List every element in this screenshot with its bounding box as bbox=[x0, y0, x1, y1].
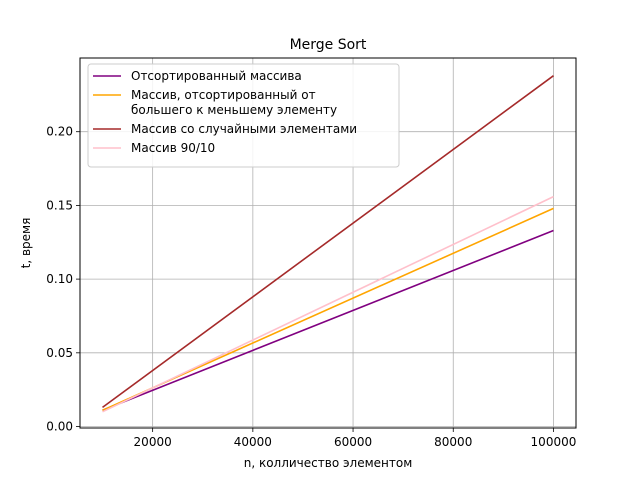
legend: Отсортированный массива Массив, отсортиро… bbox=[87, 63, 400, 168]
y-tick-label: 0.15 bbox=[46, 198, 73, 212]
legend-label: Массив 90/10 bbox=[131, 141, 215, 155]
x-tick-label: 60000 bbox=[334, 435, 372, 449]
x-tick-label: 40000 bbox=[234, 435, 272, 449]
legend-entry-3: Массив со случайными элементами bbox=[93, 122, 357, 136]
series-line-4 bbox=[102, 195, 554, 413]
legend-entry-1: Отсортированный массива bbox=[93, 69, 302, 83]
y-tick-label: 0.00 bbox=[46, 420, 73, 434]
legend-label: Массив со случайными элементами bbox=[131, 122, 357, 136]
legend-entry-4: Массив 90/10 bbox=[93, 141, 215, 155]
chart-title: Merge Sort bbox=[290, 37, 367, 53]
series-layer bbox=[102, 75, 554, 413]
x-axis-label: n, колличество элементом bbox=[244, 456, 413, 470]
x-axis-ticks: 20000 40000 60000 80000 100000 bbox=[134, 428, 577, 449]
y-tick-label: 0.05 bbox=[46, 346, 73, 360]
x-tick-label: 80000 bbox=[434, 435, 472, 449]
legend-entry-2: Массив, отсортированный от большего к мен… bbox=[93, 88, 337, 117]
legend-box bbox=[87, 63, 400, 168]
series-line-3 bbox=[102, 75, 554, 409]
y-tick-label: 0.20 bbox=[46, 125, 73, 139]
x-tick-label: 20000 bbox=[134, 435, 172, 449]
y-axis-ticks: 0.00 0.05 0.10 0.15 0.20 bbox=[46, 125, 80, 434]
legend-label: Отсортированный массива bbox=[131, 69, 302, 83]
y-axis-label: t, время bbox=[19, 218, 33, 269]
series-line-1 bbox=[102, 229, 554, 412]
plot-area-frame bbox=[79, 57, 577, 429]
x-tick-label: 100000 bbox=[531, 435, 577, 449]
legend-label: Массив, отсортированный от большего к мен… bbox=[131, 88, 337, 117]
y-tick-label: 0.10 bbox=[46, 272, 73, 286]
